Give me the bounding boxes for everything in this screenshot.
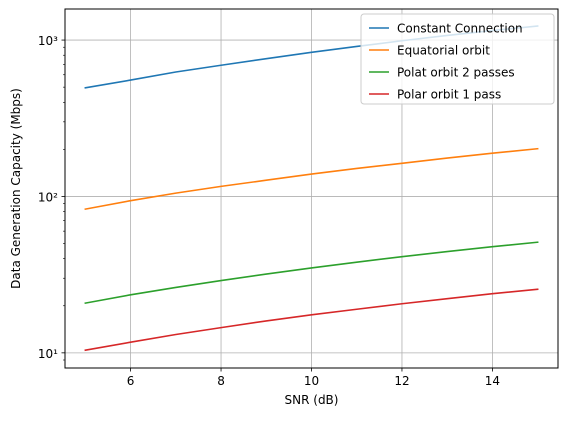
legend-label: Polar orbit 1 pass (397, 88, 501, 102)
legend: Constant Connection Equatorial orbit Polat… (360, 13, 555, 105)
x-tick-label: 10 (304, 374, 319, 388)
y-tick-label: 10³ (38, 34, 58, 48)
legend-label: Constant Connection (397, 22, 523, 36)
x-tick-label: 12 (394, 374, 409, 388)
y-axis-label: Data Generation Capacity (Mbps) (9, 88, 23, 289)
y-tick-label: 10² (38, 190, 58, 204)
series-line-2 (84, 241, 539, 305)
x-tick-label: 6 (127, 374, 135, 388)
series-line-3 (84, 288, 539, 352)
y-axis: 10¹ 10² 10³ (38, 34, 65, 361)
legend-label: Equatorial orbit (397, 44, 490, 58)
y-tick-label: 10¹ (38, 347, 58, 361)
x-tick-label: 8 (217, 374, 225, 388)
x-axis-label: SNR (dB) (285, 393, 339, 407)
x-axis: 6 8 10 12 14 (127, 368, 500, 388)
x-tick-label: 14 (485, 374, 500, 388)
legend-label: Polat orbit 2 passes (397, 66, 515, 80)
legend-box (360, 13, 555, 105)
series-line-1 (84, 147, 539, 211)
